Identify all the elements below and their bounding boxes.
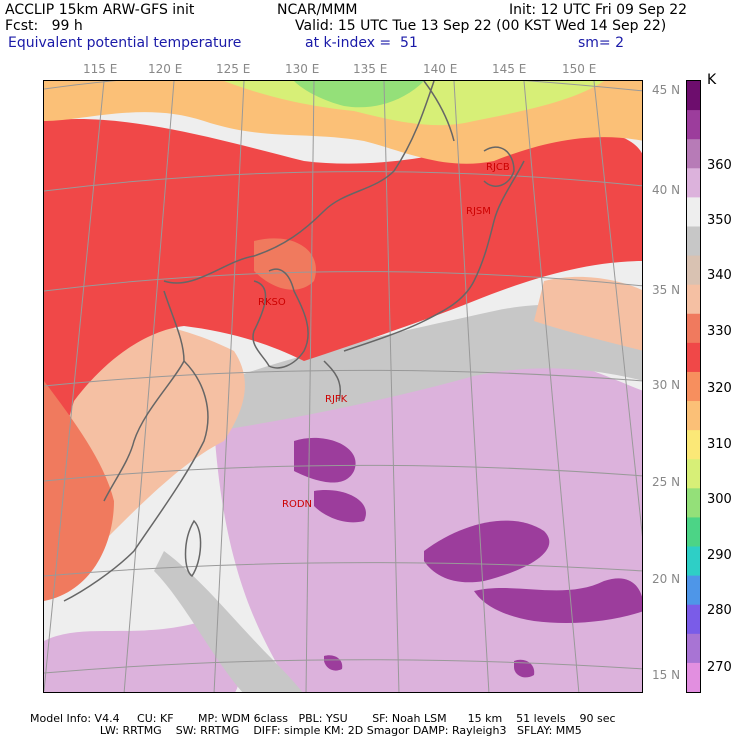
colorbar-band bbox=[687, 342, 700, 373]
level-index: at k-index = 51 bbox=[305, 35, 418, 51]
colorbar-band bbox=[687, 226, 700, 257]
station-label: RKSO bbox=[258, 297, 286, 308]
lat-label: 35 N bbox=[652, 283, 681, 297]
colorbar-band bbox=[687, 575, 700, 606]
colorbar-band bbox=[687, 81, 700, 111]
colorbar-band bbox=[687, 255, 700, 286]
lon-label: 135 E bbox=[353, 62, 388, 76]
field-orange-red bbox=[44, 381, 114, 601]
lon-label: 115 E bbox=[83, 62, 118, 76]
lon-label: 150 E bbox=[562, 62, 597, 76]
colorbar-band bbox=[687, 662, 700, 693]
init-time: Init: 12 UTC Fri 09 Sep 22 bbox=[509, 2, 688, 18]
colorbar-band bbox=[687, 313, 700, 344]
lat-label: 30 N bbox=[652, 378, 681, 392]
colorbar-band bbox=[687, 517, 700, 548]
colorbar-label: 270 bbox=[707, 660, 732, 675]
colorbar-label: 310 bbox=[707, 437, 732, 452]
colorbar-band bbox=[687, 139, 700, 169]
graticule bbox=[44, 81, 642, 692]
title-center: NCAR/MMM bbox=[277, 2, 358, 18]
station-label: RJCB bbox=[486, 162, 510, 173]
colorbar-band bbox=[687, 110, 700, 140]
colorbar-band bbox=[687, 459, 700, 489]
colorbar-band bbox=[687, 604, 700, 635]
field-gray-band bbox=[214, 304, 642, 431]
lat-label: 15 N bbox=[652, 668, 681, 682]
model-info-line1: Model Info: V4.4 CU: KF MP: WDM 6class P… bbox=[30, 712, 616, 725]
field-green bbox=[294, 81, 424, 108]
field-name: Equivalent potential temperature bbox=[8, 35, 242, 51]
colorbar-band bbox=[687, 633, 700, 664]
field-gray-sw bbox=[154, 551, 303, 692]
field-purple-2 bbox=[314, 490, 366, 523]
title-left: ACCLIP 15km ARW-GFS init bbox=[5, 2, 195, 18]
model-info-line2: LW: RRTMG SW: RRTMG DIFF: simple KM: 2D … bbox=[30, 724, 582, 737]
field-purple-3 bbox=[424, 520, 550, 583]
field-red bbox=[44, 119, 642, 501]
lon-label: 120 E bbox=[148, 62, 183, 76]
field-orange bbox=[254, 238, 316, 290]
field-purple-6 bbox=[514, 659, 535, 678]
lon-label: 125 E bbox=[216, 62, 251, 76]
map-svg bbox=[44, 81, 642, 692]
station-label: RJSM bbox=[466, 206, 491, 217]
colorbar-band bbox=[687, 197, 700, 227]
colorbar-band bbox=[687, 546, 700, 577]
colorbar-label: 320 bbox=[707, 381, 732, 396]
colorbar-band bbox=[687, 401, 700, 431]
colorbar-band bbox=[687, 371, 700, 402]
smoothing: sm= 2 bbox=[578, 35, 625, 51]
colorbar-label: 280 bbox=[707, 603, 732, 618]
lat-label: 45 N bbox=[652, 83, 681, 97]
lat-label: 40 N bbox=[652, 183, 681, 197]
field-purple-4 bbox=[474, 578, 642, 623]
colorbar-band bbox=[687, 488, 700, 518]
colorbar-label: 350 bbox=[707, 213, 732, 228]
colorbar-band bbox=[687, 168, 700, 198]
lat-label: 25 N bbox=[652, 475, 681, 489]
colorbar-svg bbox=[687, 81, 700, 693]
coastlines bbox=[63, 81, 525, 602]
lon-label: 130 E bbox=[285, 62, 320, 76]
colorbar-label: 290 bbox=[707, 548, 732, 563]
station-label: RJFK bbox=[325, 394, 348, 405]
colorbar bbox=[686, 80, 701, 693]
forecast-hour: Fcst: 99 h bbox=[5, 18, 83, 34]
station-label: RODN bbox=[282, 499, 312, 510]
map-panel bbox=[43, 80, 643, 693]
colorbar-band bbox=[687, 284, 700, 315]
colorbar-label: 330 bbox=[707, 324, 732, 339]
colorbar-label: 360 bbox=[707, 158, 732, 173]
field-lavender-sw bbox=[44, 621, 240, 692]
field-purple-5 bbox=[324, 655, 343, 671]
colorbar-unit: K bbox=[707, 72, 717, 88]
lon-label: 140 E bbox=[423, 62, 458, 76]
field-tan-east bbox=[534, 276, 642, 351]
valid-time: Valid: 15 UTC Tue 13 Sep 22 (00 KST Wed … bbox=[295, 18, 667, 34]
lat-label: 20 N bbox=[652, 572, 681, 586]
lon-label: 145 E bbox=[492, 62, 527, 76]
colorbar-label: 340 bbox=[707, 268, 732, 283]
colorbar-label: 300 bbox=[707, 492, 732, 507]
colorbar-band bbox=[687, 430, 700, 460]
